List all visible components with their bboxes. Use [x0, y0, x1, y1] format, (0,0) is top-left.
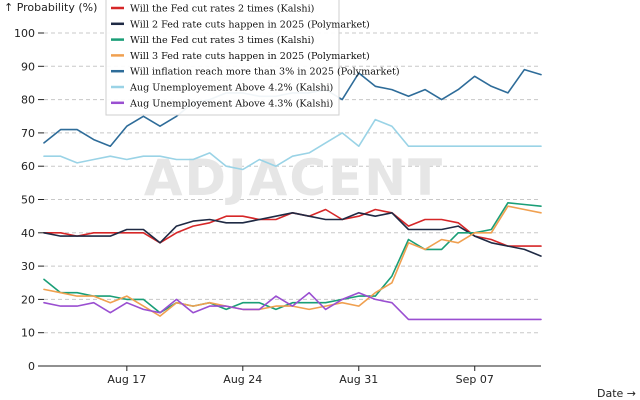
series-line-2: [43, 212, 542, 257]
y-tick-label: 0: [28, 360, 35, 373]
x-tick-label: Aug 17: [107, 373, 146, 386]
x-tick-label: Aug 24: [223, 373, 262, 386]
y-tick-label: 40: [21, 227, 35, 240]
y-axis-ticks: 0 10 20 30 40 50 60 70 80 90 100: [14, 27, 44, 373]
y-tick-label: 70: [21, 127, 35, 140]
legend-entry: Will inflation reach more than 3% in 202…: [130, 67, 400, 78]
y-axis-label: ↑ Probability (%): [4, 1, 97, 14]
y-tick-label: 90: [21, 60, 35, 73]
legend-entry: Aug Unemployement Above 4.3% (Kalshi): [129, 98, 333, 109]
y-tick-label: 10: [21, 327, 35, 340]
legend-box: [105, 0, 340, 116]
y-tick-label: 20: [21, 293, 35, 306]
series-line-7: [43, 291, 542, 321]
x-tick-label: Aug 31: [339, 373, 378, 386]
y-tick-label: 50: [21, 194, 35, 207]
y-tick-label: 30: [21, 260, 35, 273]
y-tick-label: 60: [21, 160, 35, 173]
legend-entry: Will 2 Fed rate cuts happen in 2025 (Pol…: [130, 19, 370, 30]
legend-entry: Aug Unemployement Above 4.2% (Kalshi): [129, 83, 333, 94]
x-axis-ticks: Aug 17 Aug 24 Aug 31 Sep 07: [107, 366, 494, 386]
legend: Will the Fed cut rates 2 times (Kalshi) W…: [105, 0, 400, 116]
legend-items: Will the Fed cut rates 2 times (Kalshi) W…: [111, 4, 400, 109]
legend-entry: Will the Fed cut rates 2 times (Kalshi): [130, 4, 314, 15]
x-axis-label: Date →: [597, 387, 636, 400]
series-line-1: [43, 208, 542, 247]
series-line-3: [43, 202, 542, 314]
y-tick-label: 80: [21, 94, 35, 107]
watermark-text: ADJACENT: [144, 149, 444, 207]
series-line-6: [43, 118, 542, 171]
legend-entry: Will 3 Fed rate cuts happen in 2025 (Pol…: [130, 51, 370, 62]
legend-entry: Will the Fed cut rates 3 times (Kalshi): [130, 35, 314, 46]
y-tick-label: 100: [14, 27, 35, 40]
x-tick-label: Sep 07: [456, 373, 494, 386]
